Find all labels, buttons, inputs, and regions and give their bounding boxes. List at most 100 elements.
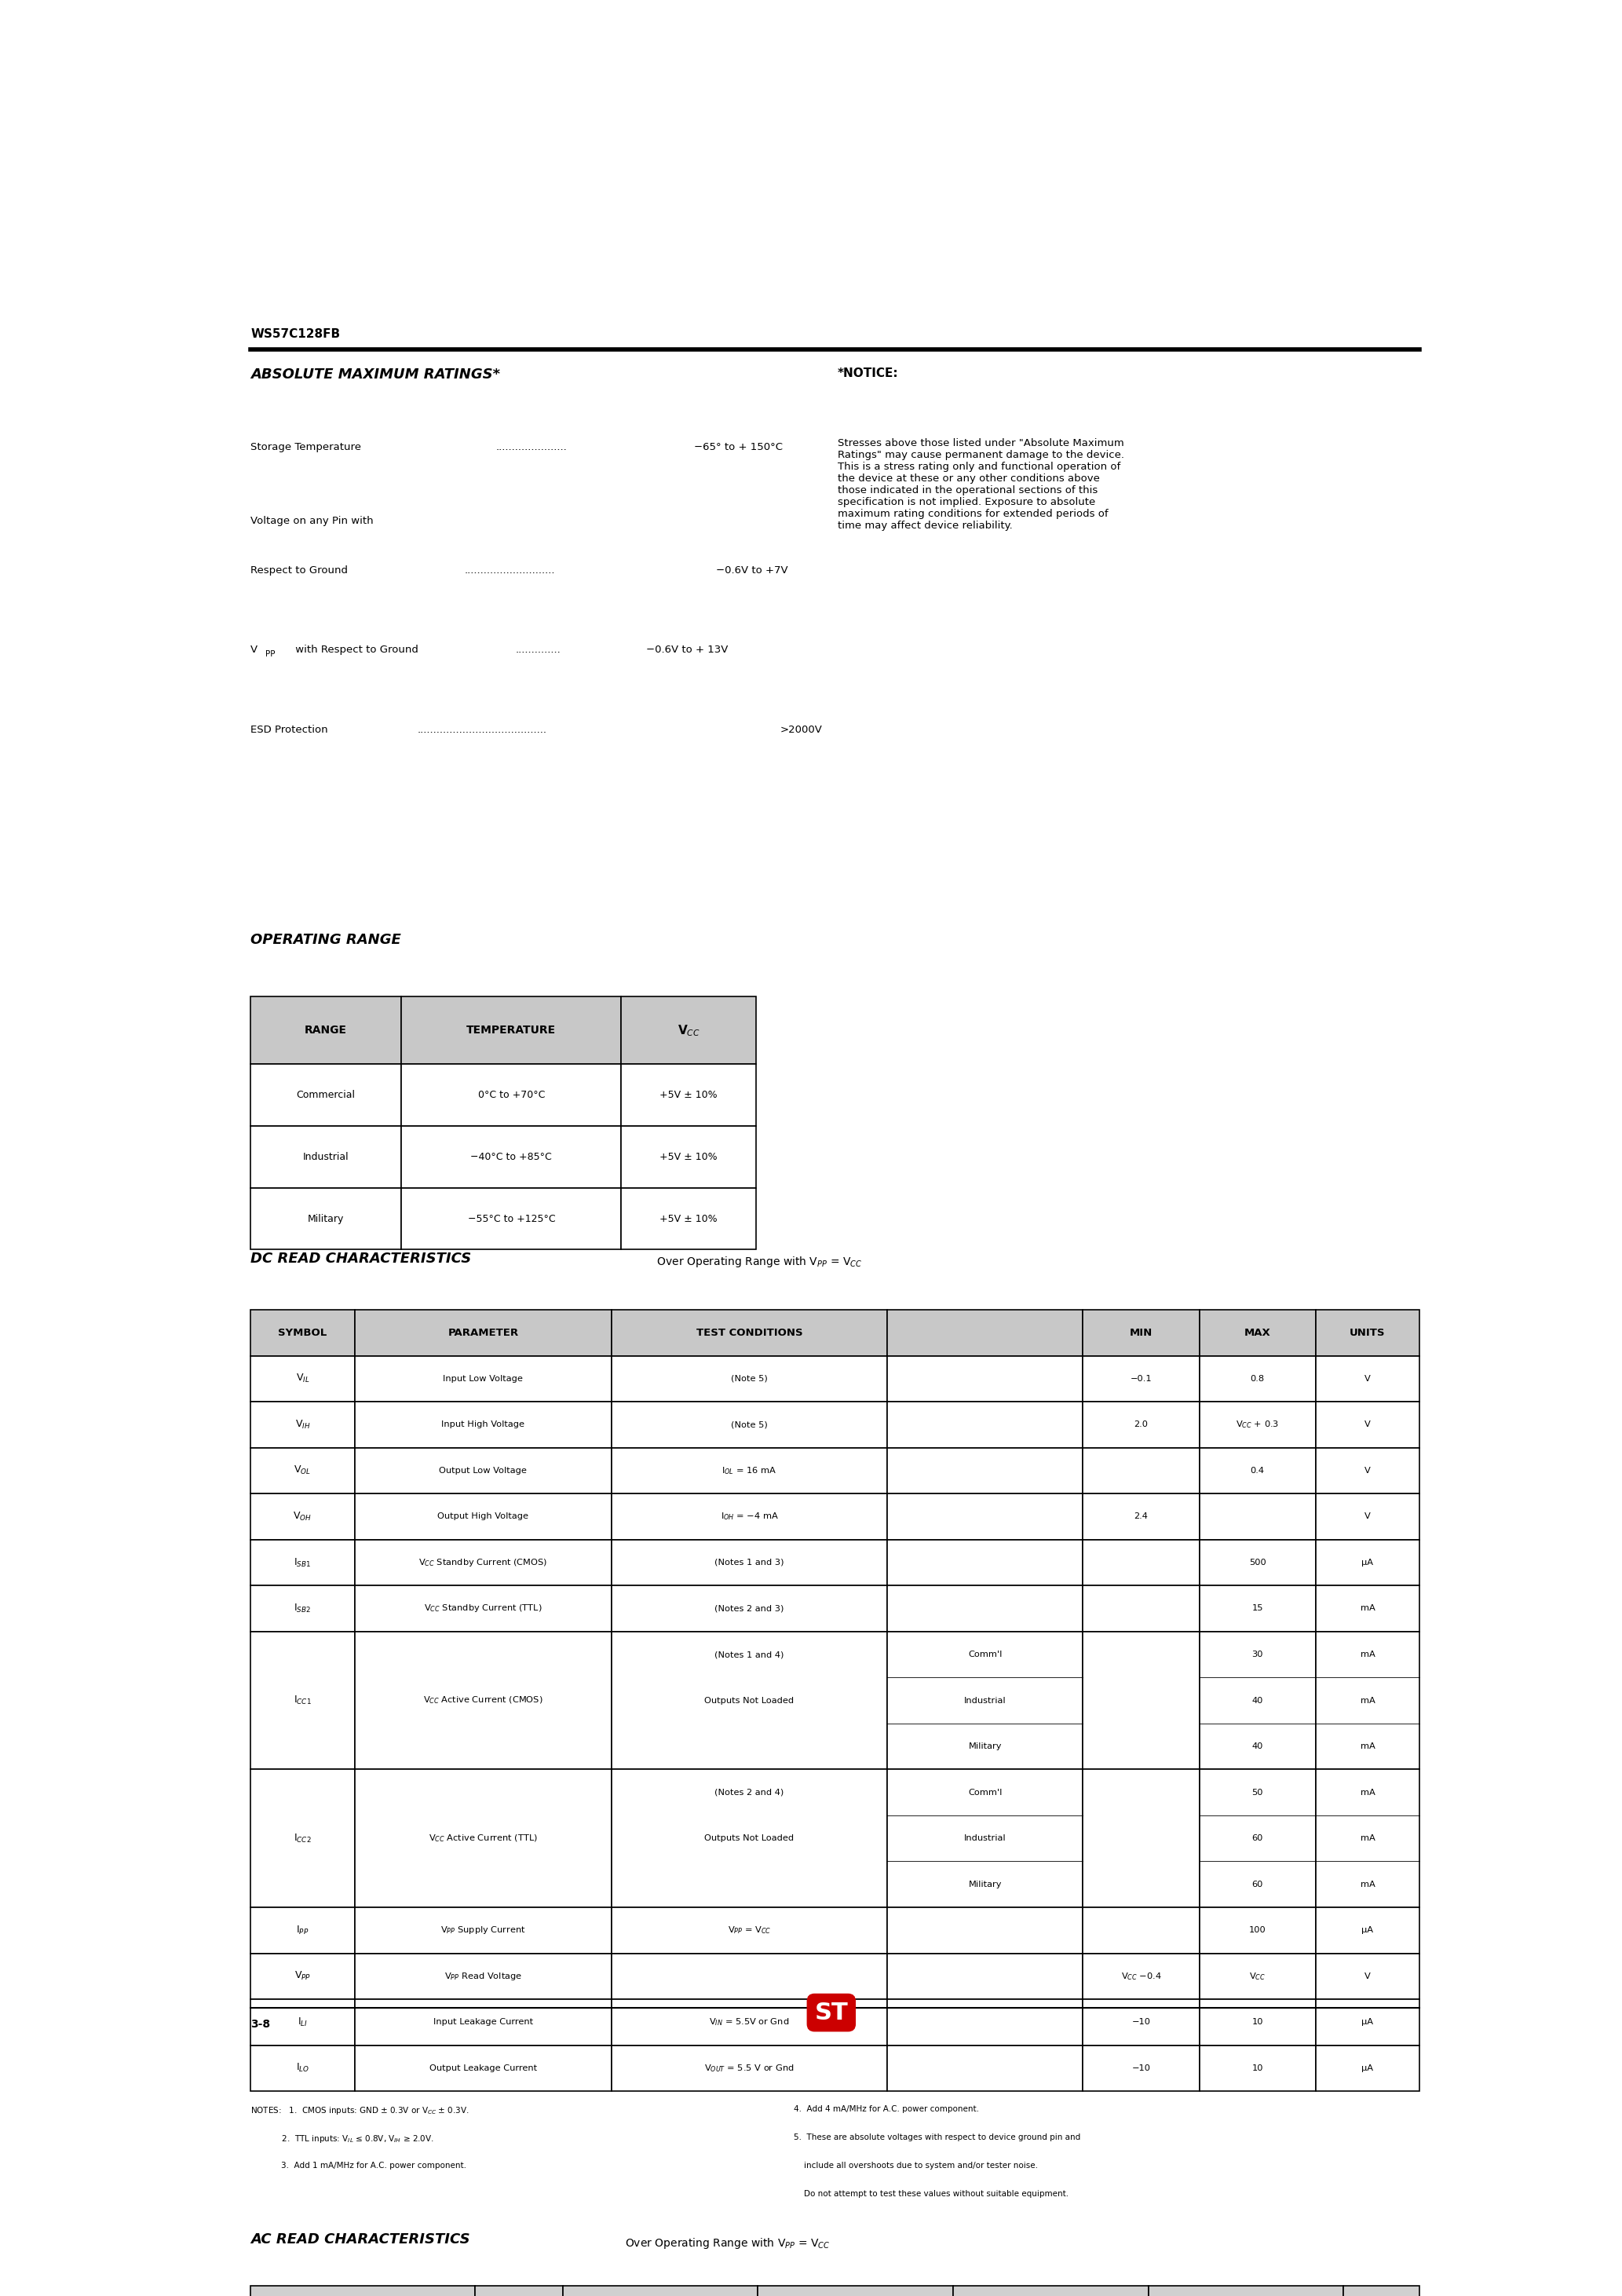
Bar bbox=[1315, 1449, 1419, 1495]
Text: ............................: ............................ bbox=[464, 565, 555, 576]
Text: mA: mA bbox=[1361, 1651, 1375, 1658]
Bar bbox=[1083, 1632, 1199, 1770]
Text: mA: mA bbox=[1361, 1789, 1375, 1795]
Text: μA: μA bbox=[1361, 2064, 1374, 2071]
Text: Storage Temperature: Storage Temperature bbox=[250, 441, 362, 452]
Bar bbox=[1199, 1770, 1315, 1908]
Bar bbox=[611, 1309, 887, 1355]
Text: (Note 5): (Note 5) bbox=[732, 1375, 767, 1382]
Bar bbox=[1199, 1541, 1315, 1587]
Bar bbox=[355, 1449, 611, 1495]
Text: V$_{OL}$: V$_{OL}$ bbox=[294, 1465, 311, 1476]
Bar bbox=[1199, 1309, 1315, 1355]
Bar bbox=[355, 2000, 611, 2046]
Bar bbox=[1315, 1541, 1419, 1587]
Bar bbox=[250, 1309, 355, 1355]
Text: PP: PP bbox=[266, 650, 276, 659]
Text: 3.  Add 1 mA/MHz for A.C. power component.: 3. Add 1 mA/MHz for A.C. power component… bbox=[250, 2163, 467, 2170]
Bar bbox=[250, 2285, 475, 2296]
Text: V$_{CC}$ + 0.3: V$_{CC}$ + 0.3 bbox=[1236, 1419, 1280, 1430]
Text: *NOTICE:: *NOTICE: bbox=[837, 367, 899, 379]
Text: +5V ± 10%: +5V ± 10% bbox=[660, 1153, 717, 1162]
Text: Industrial: Industrial bbox=[963, 1835, 1006, 1841]
Text: V: V bbox=[1364, 1421, 1371, 1428]
Bar bbox=[1315, 1401, 1419, 1449]
Bar bbox=[887, 1632, 1083, 1770]
Text: AC READ CHARACTERISTICS: AC READ CHARACTERISTICS bbox=[250, 2232, 470, 2248]
Text: Output Leakage Current: Output Leakage Current bbox=[430, 2064, 537, 2071]
Bar bbox=[401, 1187, 621, 1249]
Text: mA: mA bbox=[1361, 1880, 1375, 1887]
Text: V$_{PP}$ = V$_{CC}$: V$_{PP}$ = V$_{CC}$ bbox=[728, 1924, 770, 1936]
Bar bbox=[1083, 1770, 1199, 1908]
Bar bbox=[250, 1908, 355, 1954]
Bar bbox=[401, 996, 621, 1063]
Text: I$_{LO}$: I$_{LO}$ bbox=[295, 2062, 310, 2073]
Bar bbox=[250, 996, 401, 1063]
Bar bbox=[355, 1632, 611, 1770]
Bar bbox=[1083, 1587, 1199, 1632]
Text: Input High Voltage: Input High Voltage bbox=[441, 1421, 524, 1428]
Bar bbox=[1083, 1355, 1199, 1401]
Bar bbox=[887, 1908, 1083, 1954]
Bar bbox=[355, 1401, 611, 1449]
Text: 30: 30 bbox=[1252, 1651, 1264, 1658]
Text: Input Low Voltage: Input Low Voltage bbox=[443, 1375, 524, 1382]
Bar bbox=[611, 1587, 887, 1632]
Text: MIN: MIN bbox=[1129, 1327, 1153, 1339]
Bar bbox=[1083, 1541, 1199, 1587]
Text: I$_{PP}$: I$_{PP}$ bbox=[297, 1924, 308, 1936]
Text: ........................................: ........................................ bbox=[418, 726, 547, 735]
Text: V$_{OH}$: V$_{OH}$ bbox=[294, 1511, 311, 1522]
Text: 40: 40 bbox=[1252, 1697, 1264, 1704]
Text: OPERATING RANGE: OPERATING RANGE bbox=[250, 932, 401, 948]
Bar bbox=[611, 1770, 887, 1908]
Text: I$_{OL}$ = 16 mA: I$_{OL}$ = 16 mA bbox=[722, 1465, 777, 1476]
Bar bbox=[611, 2000, 887, 2046]
Bar bbox=[250, 1632, 355, 1770]
Bar bbox=[1199, 1908, 1315, 1954]
Text: 4.  Add 4 mA/MHz for A.C. power component.: 4. Add 4 mA/MHz for A.C. power component… bbox=[793, 2105, 978, 2112]
Bar bbox=[1199, 2000, 1315, 2046]
Text: 100: 100 bbox=[1249, 1926, 1265, 1933]
Text: Over Operating Range with V$_{PP}$ = V$_{CC}$: Over Operating Range with V$_{PP}$ = V$_… bbox=[650, 1256, 863, 1270]
Text: −55°C to +125°C: −55°C to +125°C bbox=[467, 1215, 555, 1224]
Text: −0.6V to +7V: −0.6V to +7V bbox=[715, 565, 788, 576]
Text: Do not attempt to test these values without suitable equipment.: Do not attempt to test these values with… bbox=[793, 2190, 1069, 2197]
Bar bbox=[1343, 2285, 1419, 2296]
Bar bbox=[250, 2000, 355, 2046]
Bar bbox=[1315, 1908, 1419, 1954]
Bar bbox=[250, 1187, 401, 1249]
Text: Industrial: Industrial bbox=[303, 1153, 349, 1162]
Text: TEST CONDITIONS: TEST CONDITIONS bbox=[696, 1327, 803, 1339]
Bar bbox=[355, 2046, 611, 2092]
Text: Voltage on any Pin with: Voltage on any Pin with bbox=[250, 517, 373, 526]
Text: I$_{OH}$ = −4 mA: I$_{OH}$ = −4 mA bbox=[720, 1511, 779, 1522]
Bar bbox=[887, 1449, 1083, 1495]
Text: Input Leakage Current: Input Leakage Current bbox=[433, 2018, 534, 2025]
Text: 2.4: 2.4 bbox=[1134, 1513, 1148, 1520]
Text: V$_{CC}$ Standby Current (CMOS): V$_{CC}$ Standby Current (CMOS) bbox=[418, 1557, 548, 1568]
Text: mA: mA bbox=[1361, 1835, 1375, 1841]
Bar bbox=[250, 1954, 355, 2000]
Bar bbox=[1199, 1954, 1315, 2000]
Bar bbox=[887, 1495, 1083, 1541]
Bar bbox=[1315, 1770, 1419, 1908]
Bar bbox=[355, 1587, 611, 1632]
Bar bbox=[611, 1355, 887, 1401]
Text: 3-8: 3-8 bbox=[250, 2018, 271, 2030]
Bar bbox=[355, 1309, 611, 1355]
Bar bbox=[1083, 1954, 1199, 2000]
Text: include all overshoots due to system and/or tester noise.: include all overshoots due to system and… bbox=[793, 2163, 1038, 2170]
Bar bbox=[621, 1187, 756, 1249]
Bar bbox=[1315, 1355, 1419, 1401]
Text: 2.0: 2.0 bbox=[1134, 1421, 1148, 1428]
Text: 15: 15 bbox=[1252, 1605, 1264, 1612]
Text: UNITS: UNITS bbox=[1350, 1327, 1385, 1339]
Text: Stresses above those listed under "Absolute Maximum
Ratings" may cause permanent: Stresses above those listed under "Absol… bbox=[837, 439, 1124, 530]
Bar bbox=[250, 1541, 355, 1587]
Bar bbox=[887, 1355, 1083, 1401]
Text: Outputs Not Loaded: Outputs Not Loaded bbox=[704, 1697, 795, 1704]
Text: V$_{CC}$ Active Current (CMOS): V$_{CC}$ Active Current (CMOS) bbox=[423, 1694, 543, 1706]
Text: mA: mA bbox=[1361, 1605, 1375, 1612]
